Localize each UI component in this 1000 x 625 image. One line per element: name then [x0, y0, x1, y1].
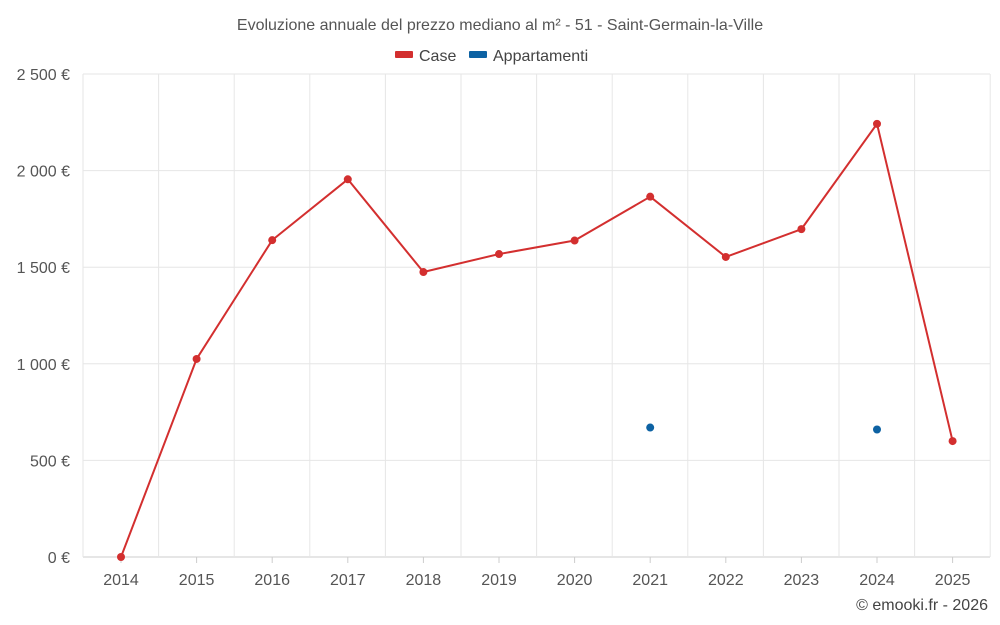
- data-point-appartamenti[interactable]: [873, 425, 881, 434]
- y-tick-label: 0 €: [48, 550, 70, 567]
- data-point-case[interactable]: [873, 119, 881, 128]
- x-tick-label: 2015: [179, 572, 215, 589]
- legend-swatch-appartamenti: [469, 51, 487, 58]
- y-tick-label: 1 500 €: [17, 260, 70, 277]
- x-tick-label: 2020: [557, 572, 593, 589]
- data-point-case[interactable]: [495, 250, 503, 259]
- x-tick-label: 2017: [330, 572, 366, 589]
- data-point-case[interactable]: [646, 192, 655, 201]
- y-tick-label: 1 000 €: [17, 357, 70, 374]
- data-point-case[interactable]: [948, 437, 957, 446]
- x-axis-labels: 2014 2015 2016 2017 2018 2019 2020 2021 2022 2023…: [103, 557, 970, 589]
- x-tick-label: 2018: [406, 572, 442, 589]
- y-tick-label: 2 000 €: [17, 164, 70, 181]
- data-point-case[interactable]: [419, 268, 428, 277]
- data-point-appartamenti[interactable]: [646, 423, 655, 432]
- data-point-case[interactable]: [797, 225, 806, 234]
- y-axis-labels: 0 € 500 € 1 000 € 1 500 € 2 000 € 2 500 €: [17, 67, 70, 567]
- y-tick-label: 2 500 €: [17, 67, 70, 84]
- x-tick-label: 2025: [935, 572, 971, 589]
- series-lines: [120, 122, 954, 558]
- x-tick-label: 2024: [859, 572, 895, 589]
- x-tick-label: 2019: [481, 572, 517, 589]
- x-tick-label: 2023: [784, 572, 820, 589]
- x-tick-label: 2022: [708, 572, 744, 589]
- legend-item-appartamenti[interactable]: Appartamenti: [469, 48, 588, 65]
- credit-text: © emooki.fr - 2026: [856, 597, 988, 614]
- data-point-case[interactable]: [570, 236, 579, 245]
- x-tick-label: 2021: [632, 572, 668, 589]
- legend: Case Appartamenti: [395, 48, 588, 65]
- data-point-case[interactable]: [117, 553, 125, 561]
- series-line-case: [120, 122, 954, 558]
- legend-item-case[interactable]: Case: [395, 48, 456, 65]
- legend-label-appartamenti: Appartamenti: [493, 48, 588, 65]
- chart-title: Evoluzione annuale del prezzo mediano al…: [237, 17, 763, 34]
- data-point-case[interactable]: [192, 354, 201, 363]
- x-tick-label: 2014: [103, 572, 139, 589]
- series-points: [117, 119, 957, 561]
- data-point-case[interactable]: [268, 236, 277, 245]
- legend-label-case: Case: [419, 48, 456, 65]
- data-point-case[interactable]: [721, 252, 730, 261]
- x-gridlines: [82, 74, 991, 557]
- data-point-case[interactable]: [343, 175, 352, 184]
- legend-swatch-case: [395, 51, 413, 58]
- x-tick-label: 2016: [254, 572, 290, 589]
- y-tick-label: 500 €: [30, 453, 70, 470]
